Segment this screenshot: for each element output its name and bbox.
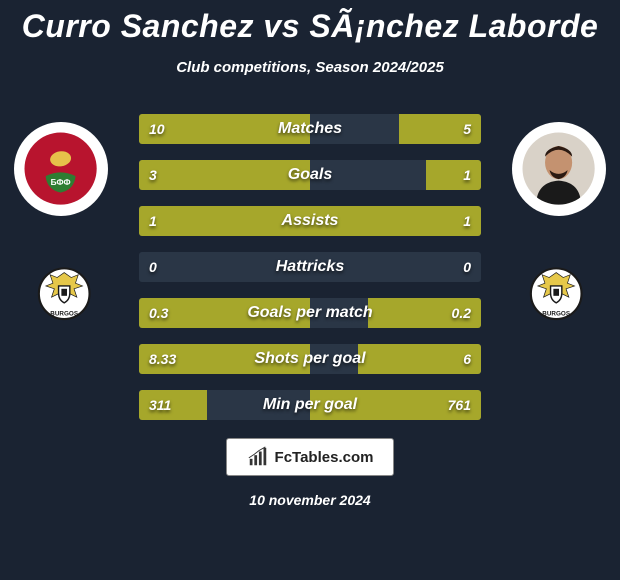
stat-row: Goals per match0.3 0.2 <box>139 298 481 328</box>
club-right-crest: BURGOS <box>512 246 600 334</box>
stat-value-left: 1 <box>149 206 157 236</box>
stat-row: Shots per goal8.33 6 <box>139 344 481 374</box>
svg-text:БФФ: БФФ <box>51 179 71 188</box>
chart-icon <box>247 446 269 468</box>
stat-value-left: 3 <box>149 160 157 190</box>
stat-value-right: 761 <box>448 390 471 420</box>
svg-text:BURGOS: BURGOS <box>50 310 78 317</box>
stat-label: Min per goal <box>139 390 481 420</box>
stat-value-right: 5 <box>463 114 471 144</box>
stat-row: Hattricks0 0 <box>139 252 481 282</box>
stat-value-left: 0 <box>149 252 157 282</box>
stat-value-left: 311 <box>149 390 171 420</box>
svg-text:BURGOS: BURGOS <box>542 310 570 317</box>
stat-row: Min per goal311 761 <box>139 390 481 420</box>
stat-value-right: 1 <box>463 206 471 236</box>
stat-value-right: 1 <box>463 160 471 190</box>
player-right-avatar <box>512 122 606 216</box>
subtitle: Club competitions, Season 2024/2025 <box>0 59 620 76</box>
stat-label: Matches <box>139 114 481 144</box>
comparison-chart: БФФ BURGOS BURG <box>0 114 620 420</box>
stat-row: Matches10 5 <box>139 114 481 144</box>
stat-label: Assists <box>139 206 481 236</box>
page-title: Curro Sanchez vs SÃ¡nchez Laborde <box>0 0 620 45</box>
stat-label: Shots per goal <box>139 344 481 374</box>
player-left-avatar: БФФ <box>14 122 108 216</box>
stat-row: Assists1 1 <box>139 206 481 236</box>
stat-value-left: 8.33 <box>149 344 176 374</box>
stat-row: Goals3 1 <box>139 160 481 190</box>
stat-value-left: 0.3 <box>149 298 168 328</box>
stat-value-right: 6 <box>463 344 471 374</box>
stat-label: Hattricks <box>139 252 481 282</box>
date-text: 10 november 2024 <box>0 492 620 508</box>
stat-label: Goals per match <box>139 298 481 328</box>
stat-value-right: 0 <box>463 252 471 282</box>
stat-value-left: 10 <box>149 114 165 144</box>
branding-badge: FcTables.com <box>226 438 394 476</box>
stat-bars: Matches105Goals31Assists11Hattricks00Goa… <box>139 114 481 420</box>
stat-label: Goals <box>139 160 481 190</box>
branding-text: FcTables.com <box>275 449 374 466</box>
stat-value-right: 0.2 <box>452 298 471 328</box>
club-left-crest: BURGOS <box>20 246 108 334</box>
